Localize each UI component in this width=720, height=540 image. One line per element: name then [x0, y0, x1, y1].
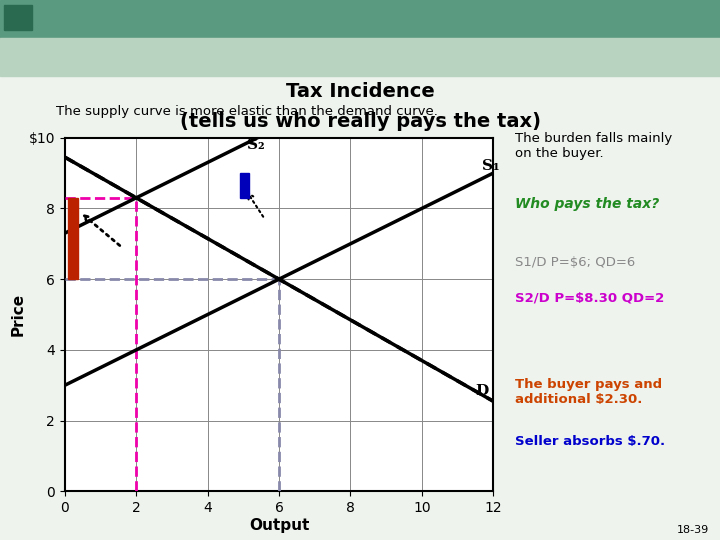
- Text: S1/D P=$6; QD=6: S1/D P=$6; QD=6: [515, 256, 635, 269]
- Text: The supply curve is more elastic than the demand curve.: The supply curve is more elastic than th…: [56, 105, 438, 118]
- Text: 18-39: 18-39: [677, 524, 709, 535]
- Text: The buyer pays and
additional $2.30.: The buyer pays and additional $2.30.: [515, 378, 662, 406]
- Text: S₂: S₂: [247, 138, 264, 152]
- Text: S2/D P=$8.30 QD=2: S2/D P=$8.30 QD=2: [515, 292, 664, 305]
- X-axis label: Output: Output: [249, 518, 309, 533]
- Text: S₁: S₁: [482, 159, 500, 173]
- Y-axis label: Price: Price: [11, 293, 26, 336]
- Text: D: D: [475, 383, 489, 397]
- Text: Tax Incidence: Tax Incidence: [286, 82, 434, 102]
- Text: (tells us who really pays the tax): (tells us who really pays the tax): [179, 112, 541, 131]
- Bar: [68, 198, 78, 279]
- Bar: [240, 173, 248, 198]
- Text: Seller absorbs $.70.: Seller absorbs $.70.: [515, 435, 665, 448]
- Text: Who pays the tax?: Who pays the tax?: [515, 197, 659, 211]
- Text: The burden falls mainly
on the buyer.: The burden falls mainly on the buyer.: [515, 132, 672, 160]
